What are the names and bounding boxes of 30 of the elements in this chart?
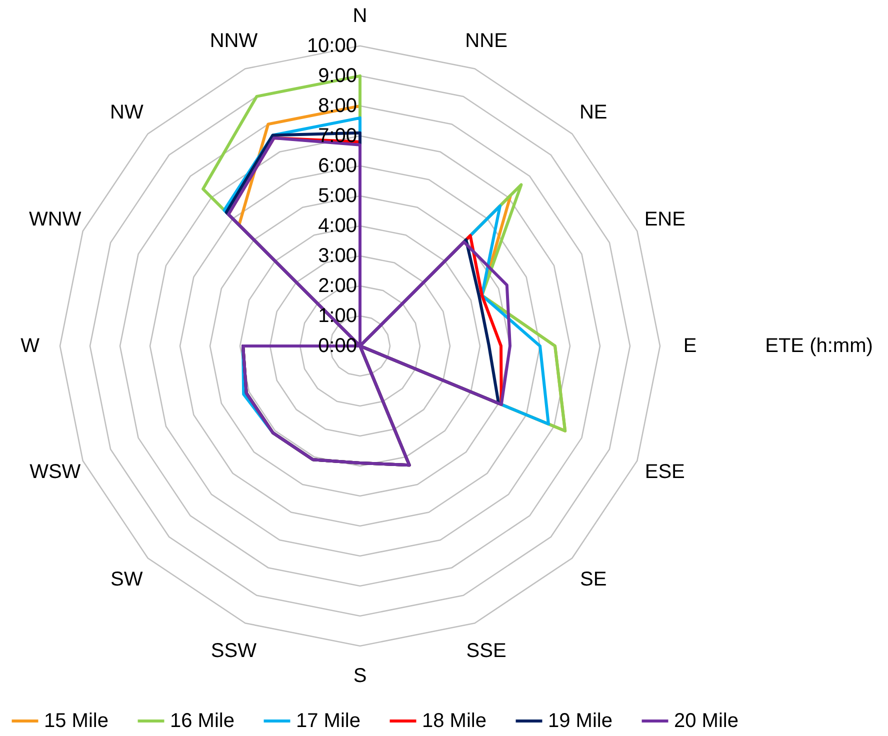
text: ETE (h:mm) bbox=[765, 334, 873, 357]
y-tick-label: 7:00 bbox=[318, 124, 357, 147]
legend-label: 20 Mile bbox=[674, 710, 738, 732]
spoke-label: NNW bbox=[210, 30, 258, 52]
y-tick-label: 10:00 bbox=[306, 34, 357, 57]
legend-label: 19 Mile bbox=[548, 710, 612, 732]
spoke-label: NE bbox=[579, 102, 608, 124]
legend-label: 15 Mile bbox=[44, 710, 108, 732]
y-tick-label: 2:00 bbox=[318, 274, 357, 297]
legend-label: 18 Mile bbox=[422, 710, 486, 732]
y-tick-label: 4:00 bbox=[318, 214, 357, 237]
spoke-label: ENE bbox=[644, 208, 686, 231]
y-tick-label: 6:00 bbox=[318, 154, 357, 177]
spoke-label: E bbox=[683, 334, 697, 357]
y-tick-label: 5:00 bbox=[318, 184, 357, 207]
spoke-label: NNE bbox=[465, 30, 508, 52]
legend-label: 17 Mile bbox=[296, 710, 360, 732]
legend-label: 16 Mile bbox=[170, 710, 234, 732]
spoke-label: SSW bbox=[210, 640, 257, 662]
spoke-label: SW bbox=[110, 568, 143, 590]
spoke-label: ESE bbox=[644, 461, 685, 484]
spoke-label: NW bbox=[110, 102, 144, 124]
spoke-label: WNW bbox=[29, 208, 82, 231]
spoke-label: N bbox=[352, 4, 368, 27]
y-tick-label: 3:00 bbox=[318, 244, 357, 267]
spoke-label: SSE bbox=[466, 640, 506, 662]
spoke-label: S bbox=[353, 664, 367, 687]
spoke-label: SE bbox=[580, 568, 607, 590]
spoke-label: WSW bbox=[30, 461, 81, 484]
spoke-label: W bbox=[20, 334, 40, 357]
